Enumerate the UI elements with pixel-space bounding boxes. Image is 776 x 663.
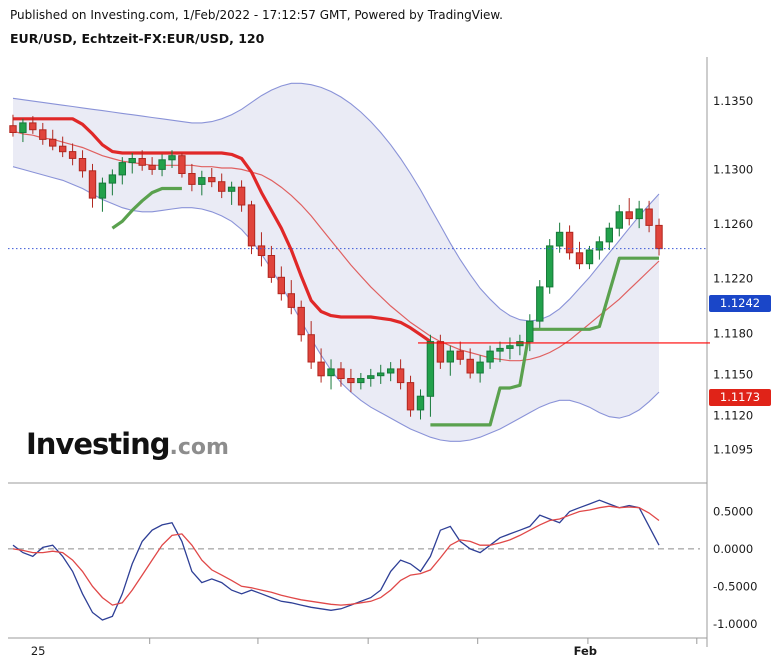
- price-axis-labels: 1.1350 1.1300 1.1260 1.1220 1.1180 1.1150 1.11…: [713, 94, 753, 456]
- investing-watermark: Investing.com: [26, 427, 229, 461]
- oscillator-signal-line: [12, 505, 660, 606]
- time-axis: 25 Feb: [31, 638, 698, 658]
- chart-area: 1.1350 1.1300 1.1260 1.1220 1.1180 1.1150 1.11…: [0, 55, 776, 663]
- svg-text:1.1095: 1.1095: [713, 443, 753, 457]
- svg-text:Feb: Feb: [574, 644, 597, 658]
- svg-text:-0.5000: -0.5000: [713, 579, 757, 593]
- uptrend-line: [111, 186, 659, 427]
- current-price-badge: 1.1242: [709, 295, 771, 312]
- svg-text:25: 25: [31, 644, 46, 658]
- svg-text:1.1220: 1.1220: [713, 272, 753, 286]
- watermark-brand: Investing: [26, 427, 170, 461]
- svg-text:0.0000: 0.0000: [713, 542, 753, 556]
- svg-text:1.1260: 1.1260: [713, 217, 753, 231]
- svg-text:1.1150: 1.1150: [713, 367, 753, 381]
- alert-price-badge: 1.1173: [709, 389, 771, 406]
- svg-text:1.1350: 1.1350: [713, 94, 753, 108]
- chart-title: EUR/USD, Echtzeit-FX:EUR/USD, 120: [10, 31, 265, 46]
- publish-info: Published on Investing.com, 1/Feb/2022 -…: [10, 8, 503, 22]
- oscillator-panel: 0.5000 0.0000 -0.5000 -1.0000: [8, 499, 757, 631]
- bollinger-band: [12, 82, 660, 442]
- svg-text:0.5000: 0.5000: [713, 505, 753, 519]
- svg-text:-1.0000: -1.0000: [713, 617, 757, 631]
- svg-text:1.1120: 1.1120: [713, 408, 753, 422]
- downtrend-line: [13, 117, 432, 343]
- watermark-suffix: .com: [169, 435, 229, 460]
- price-oscillator-chart[interactable]: 1.1350 1.1300 1.1260 1.1220 1.1180 1.1150 1.11…: [0, 55, 776, 663]
- moving-average-line: [12, 130, 660, 362]
- chart-frame: [8, 57, 708, 647]
- candles-layer: [9, 114, 663, 420]
- svg-text:1.1180: 1.1180: [713, 326, 753, 340]
- svg-text:1.1300: 1.1300: [713, 162, 753, 176]
